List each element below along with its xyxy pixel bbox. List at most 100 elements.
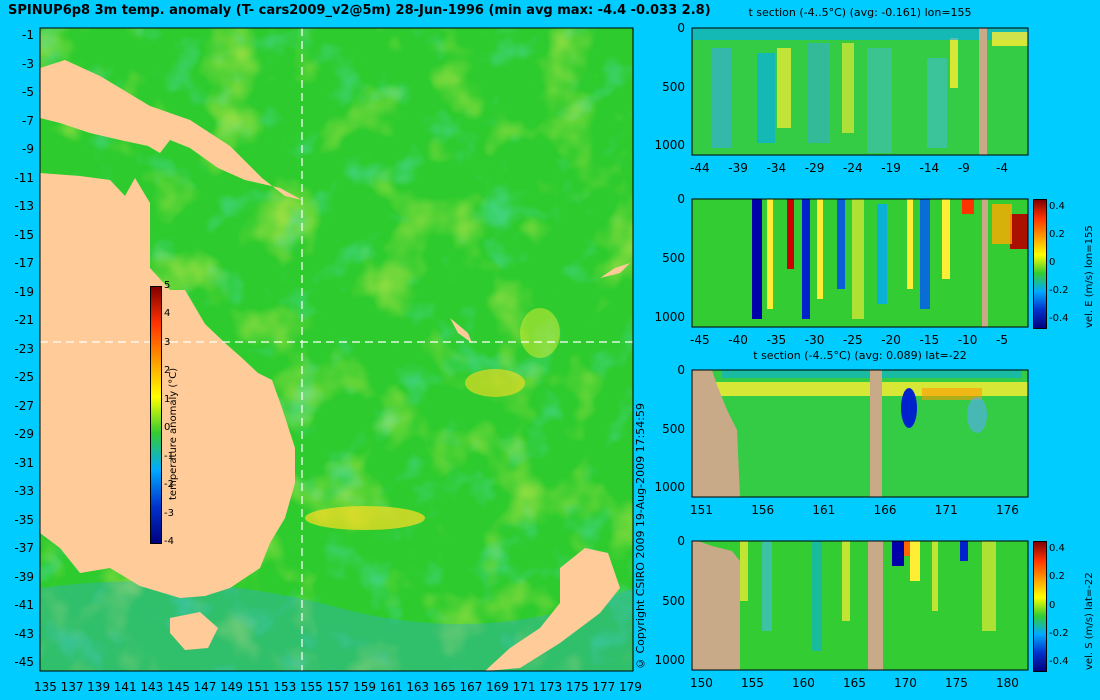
panel4-colorbar-tick: -0.2: [1049, 627, 1069, 639]
map-x-tick: 159: [353, 680, 376, 694]
panel4-x-tick: 170: [894, 676, 917, 690]
panel3-y-tick: 500: [662, 421, 685, 436]
panel2-x-tick: -40: [728, 333, 748, 347]
panel3-title: t section (-4..5°C) (avg: 0.089) lat=-22: [753, 349, 967, 362]
map-x-tick: 139: [87, 680, 111, 694]
panel1-y-tick: 0: [677, 21, 685, 35]
panel4-plot: [691, 540, 1029, 671]
map-x-tick: 141: [113, 680, 137, 694]
map-y-tick: -29: [14, 427, 34, 441]
panel2-land: [982, 199, 988, 327]
panel2-colorbar-label: vel. E (m/s) lon=155: [1084, 225, 1095, 328]
map-colorbar-tick: -3: [164, 507, 174, 519]
map-y-tick: -25: [14, 370, 34, 384]
panel4-colorbar-tick: 0.2: [1049, 571, 1065, 583]
panel4-land: [692, 541, 740, 670]
panel2-x-tick: -20: [881, 333, 901, 347]
panel1-x-tick: -34: [766, 161, 787, 175]
map-y-tick: -13: [14, 199, 34, 213]
map-x-tick: 143: [140, 680, 164, 694]
map-x-tick: 175: [565, 680, 589, 694]
panel3-x-tick: 171: [934, 503, 958, 517]
panel3-x-tick: 176: [996, 503, 1019, 517]
map-x-tick: 151: [246, 680, 270, 694]
panel2-colorbar-tick: -0.2: [1049, 285, 1069, 296]
panel2-x-tick: -10: [957, 333, 978, 347]
map-y-tick: -35: [14, 512, 34, 527]
panel1-x-tick: -9: [957, 161, 970, 175]
map-colorbar-tick: 1: [164, 393, 171, 405]
panel2-colorbar: [1033, 199, 1047, 329]
land-new-guinea: [40, 60, 302, 200]
map-y-tick: -31: [14, 455, 34, 470]
panel2-plot: [691, 198, 1029, 328]
map-y-tick: -7: [22, 113, 34, 128]
map-x-tick: 169: [486, 680, 509, 694]
map-x-tick: 179: [619, 680, 642, 694]
land-australia: [40, 173, 295, 598]
panel1-x-tick: -29: [804, 161, 825, 175]
map-y-tick: -39: [14, 569, 34, 584]
map-y-tick: -33: [14, 484, 34, 498]
map-y-tick: -3: [22, 56, 34, 71]
panel2-x-tick: -5: [996, 333, 1008, 347]
map-y-tick: -23: [14, 341, 34, 356]
map-y-tick: -43: [14, 626, 34, 641]
panel1-title: t section (-4..5°C) (avg: -0.161) lon=15…: [748, 6, 972, 19]
map-y-tick: -1: [22, 28, 34, 42]
panel2-y-tick: 500: [662, 251, 685, 265]
map-colorbar-tick: -2: [164, 479, 174, 491]
map-x-tick: 137: [60, 680, 84, 694]
map-x-tick: 165: [432, 680, 456, 694]
panel1-x-tick: -14: [919, 161, 940, 175]
panel4-colorbar-tick: 0.4: [1049, 543, 1065, 554]
page-title: SPINUP6p8 3m temp. anomaly (T- cars2009_…: [8, 3, 711, 18]
map-x-tick: 163: [406, 680, 430, 694]
panel2-colorbar-tick: 0.4: [1049, 201, 1065, 212]
panel2-x-tick: -25: [843, 333, 863, 347]
panel3-x-tick: 166: [873, 503, 897, 517]
map-y-tick: -45: [14, 655, 34, 669]
map-y-tick: -21: [14, 313, 34, 327]
panel1-x-tick: -44: [690, 161, 710, 175]
map-y-tick: -37: [14, 541, 34, 555]
map-colorbar-tick: 0: [164, 422, 171, 434]
map-x-tick: 147: [193, 680, 217, 694]
panel4-y-tick: 500: [662, 593, 685, 608]
map-x-tick: 155: [299, 680, 323, 694]
map-y-tick: -9: [22, 142, 34, 156]
map-colorbar-tick: -1: [164, 450, 174, 462]
map-x-tick: 167: [459, 680, 483, 694]
panel3-x-tick: 161: [812, 503, 836, 517]
map-x-tick: 149: [220, 680, 244, 694]
panel1-x-tick: -4: [996, 161, 1008, 175]
map-x-tick: 153: [273, 680, 297, 694]
map-colorbar-label: temperature anomaly (°C): [168, 367, 179, 500]
panel2-y-tick: 1000: [654, 310, 685, 324]
panel1-x-tick: -39: [728, 161, 748, 175]
panel4-colorbar-label: vel. S (m/s) lat=-22: [1084, 572, 1095, 670]
map-y-tick: -41: [14, 598, 34, 612]
panel2-y-tick: 0: [677, 192, 685, 206]
panel1-land: [979, 28, 987, 155]
map-colorbar-tick: 4: [164, 308, 171, 320]
land-tasmania: [170, 612, 218, 650]
land-new-zealand: [485, 548, 620, 671]
panel4-x-tick: 165: [843, 676, 866, 690]
map-colorbar-tick: 5: [164, 280, 171, 291]
panel4-x-tick: 160: [792, 676, 815, 690]
panel1-plot: [691, 27, 1029, 156]
map-y-tick: -11: [14, 170, 34, 185]
map-plot: [39, 27, 634, 672]
panel1-x-tick: -19: [881, 161, 901, 175]
panel3-x-tick: 156: [751, 503, 775, 517]
map-colorbar-tick: 3: [164, 336, 171, 348]
map-y-tick: -5: [22, 85, 34, 99]
map-y-tick: -15: [14, 227, 34, 242]
map-colorbar-tick: -4: [164, 536, 174, 547]
map-colorbar: [150, 286, 162, 544]
panel4-colorbar: [1033, 541, 1047, 672]
panel2-colorbar-tick: 0: [1049, 257, 1056, 268]
panel1-x-tick: -24: [843, 161, 863, 175]
panel4-x-tick: 180: [996, 676, 1019, 690]
